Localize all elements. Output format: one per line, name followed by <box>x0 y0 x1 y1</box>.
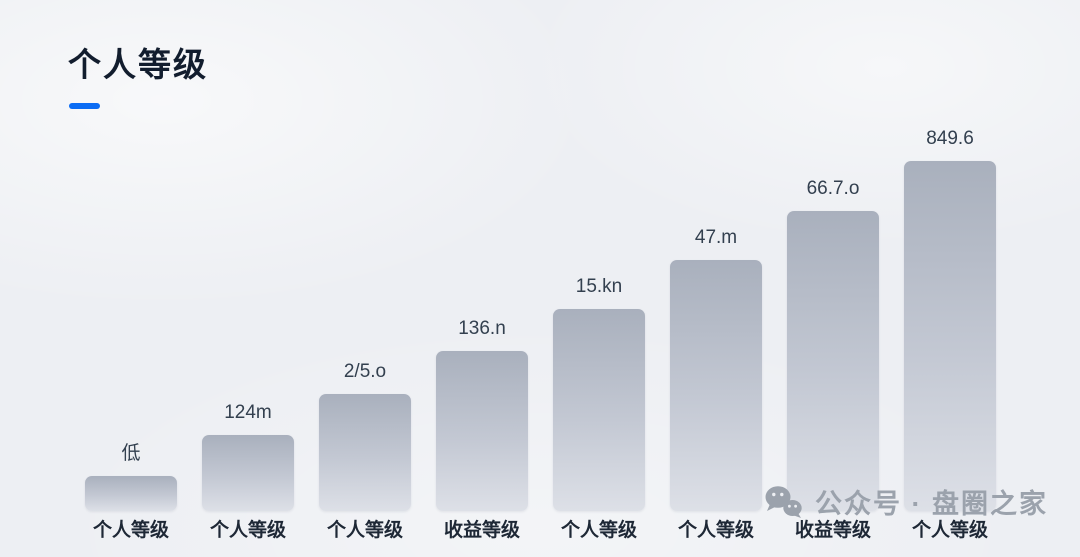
bar-category-label: 个人等级 <box>677 520 754 541</box>
bar-category-label: 个人等级 <box>92 520 169 541</box>
bar <box>436 351 528 511</box>
bar-column: 124m 个人等级 <box>202 402 294 544</box>
bar-value-label: 66.7.o <box>806 178 860 200</box>
bar-column: 2/5.o 个人等级 <box>319 361 411 544</box>
bar-column: 47.m 个人等级 <box>670 227 762 544</box>
bar-column: 66.7.o 收益等级 <box>787 178 879 544</box>
page-title: 个人等级 <box>68 46 208 83</box>
bar-value-label: 136.n <box>458 318 506 340</box>
bar <box>904 161 996 511</box>
bar-category-label: 个人等级 <box>911 520 988 541</box>
bar-value-label: 124m <box>224 402 272 424</box>
bar-value-label: 47.m <box>694 227 738 249</box>
bar <box>85 476 177 511</box>
bar <box>553 309 645 511</box>
bar-value-label: 2/5.o <box>343 361 387 383</box>
bar-category-label: 个人等级 <box>209 520 286 541</box>
bar-category-label: 收益等级 <box>443 520 520 541</box>
bar <box>787 211 879 511</box>
title-accent-underline <box>69 103 100 109</box>
bar-column: 849.6 个人等级 <box>904 128 996 544</box>
bar <box>319 394 411 511</box>
bar-chart: 低个人等级 124m 个人等级 2/5.o 个人等级 136.n 收益等级 15.kn 个人等级… <box>85 128 996 544</box>
bar-category-label: 个人等级 <box>560 520 637 541</box>
bar-value-label: 849.6 <box>926 128 974 150</box>
bar-value-label: 15.kn <box>575 276 623 298</box>
bar-column: 低个人等级 <box>85 443 177 544</box>
bar-value-label: 低 <box>121 443 141 465</box>
bar-column: 15.kn 个人等级 <box>553 276 645 544</box>
bar <box>202 435 294 511</box>
bar-column: 136.n 收益等级 <box>436 318 528 544</box>
bar <box>670 260 762 511</box>
bar-category-label: 收益等级 <box>794 520 871 541</box>
bar-category-label: 个人等级 <box>326 520 403 541</box>
